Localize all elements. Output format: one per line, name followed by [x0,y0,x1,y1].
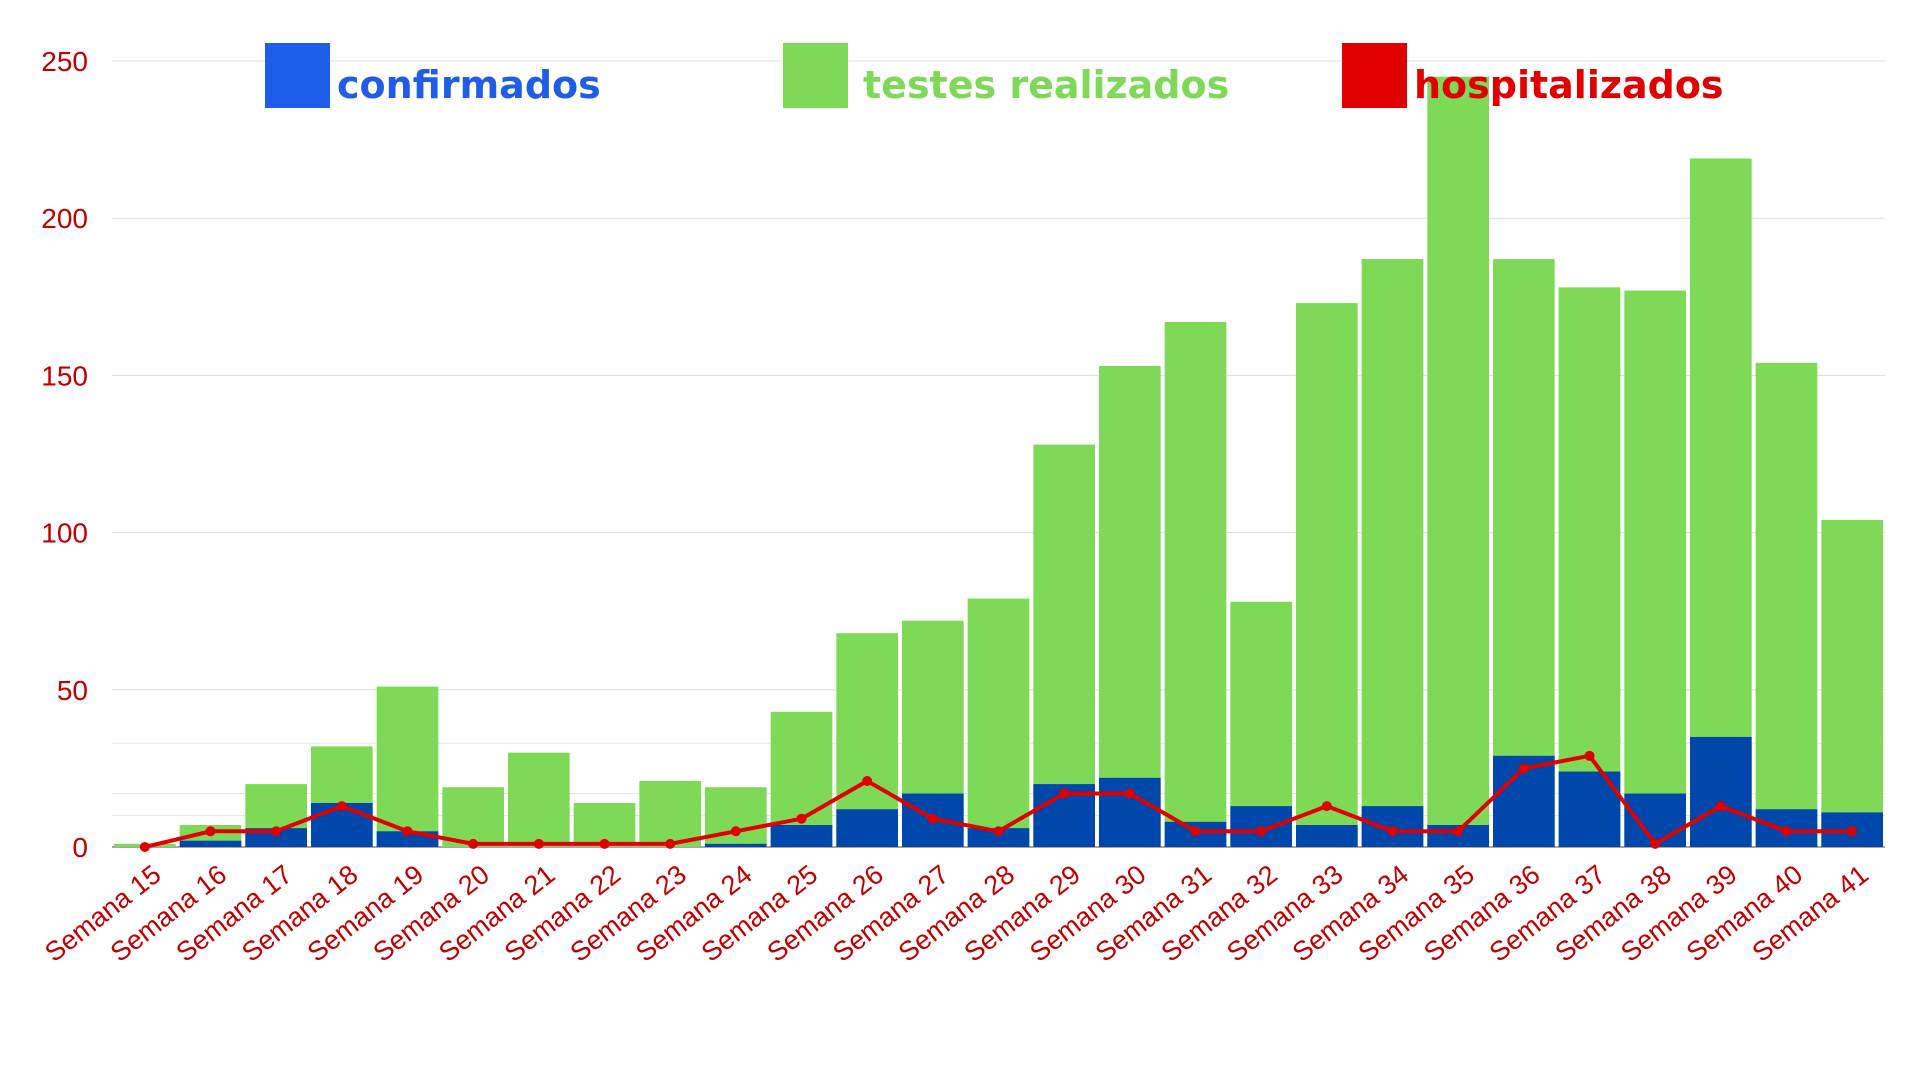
testes-bar-21 [508,752,570,847]
testes-bar-35 [1427,76,1489,848]
testes-bar-39 [1690,158,1752,848]
hospitalizados-point-23 [665,838,676,849]
testes-bar-40 [1755,362,1818,847]
hospitalizados-point-30 [1124,788,1135,799]
hospitalizados-point-22 [599,838,610,849]
y-tick-label: 0 [72,832,88,863]
testes-bars [114,76,1883,848]
hospitalizados-point-33 [1321,801,1332,812]
hospitalizados-point-31 [1190,826,1201,837]
legend-label: testes realizados [863,63,1229,107]
confirmados-bar-28 [967,828,1030,847]
testes-bar-41 [1821,520,1883,847]
hospitalizados-point-28 [993,826,1004,837]
testes-bar-24 [705,787,767,847]
hospitalizados-point-16 [205,826,216,837]
hospitalizados-point-37 [1584,750,1595,761]
hospitalizados-point-32 [1256,826,1267,837]
hospitalizados-point-36 [1518,763,1529,774]
hospitalizados-point-34 [1387,826,1398,837]
hospitalizados-point-24 [730,826,741,837]
testes-bar-38 [1624,290,1686,848]
hospitalizados-point-41 [1847,826,1858,837]
confirmados-bar-38 [1624,793,1686,847]
legend-swatch [265,43,330,108]
testes-bar-29 [1033,444,1095,847]
testes-bar-31 [1164,321,1227,847]
testes-bar-23 [639,780,701,847]
hospitalizados-point-40 [1781,826,1792,837]
y-tick-label: 100 [41,518,88,549]
confirmados-bar-25 [770,824,833,847]
testes-bar-37 [1558,287,1621,847]
hospitalizados-line [139,750,1858,852]
testes-bar-34 [1361,259,1424,847]
legend: confirmados testes realizados hospitalizad… [265,43,1724,108]
legend-label: hospitalizados [1414,63,1724,107]
y-axis-ticks: 0 50 100 150 200 250 [41,46,88,863]
testes-bar-28 [967,598,1030,847]
hospitalizados-point-19 [402,826,413,837]
hospitalizados-point-29 [1059,788,1070,799]
hospitalizados-point-17 [271,826,282,837]
testes-bar-20 [442,787,504,847]
hospitalizados-point-15 [139,842,150,852]
confirmados-bar-16 [179,840,242,847]
testes-bar-30 [1099,365,1161,847]
hospitalizados-point-39 [1715,801,1726,812]
testes-bar-33 [1296,303,1358,847]
y-tick-label: 200 [41,203,88,234]
hospitalizados-point-21 [533,838,544,849]
confirmados-bar-30 [1099,777,1161,847]
hospitalizados-point-38 [1650,838,1661,849]
hospitalizados-point-20 [468,838,479,849]
legend-swatch [1342,43,1407,108]
hospitalizados-point-26 [862,775,873,786]
y-tick-label: 150 [41,360,88,391]
testes-bar-19 [376,686,439,847]
legend-swatch [783,43,848,108]
legend-label: confirmados [337,63,601,107]
confirmados-bar-26 [836,809,898,847]
y-tick-label: 250 [41,46,88,77]
confirmados-bar-33 [1296,824,1358,847]
confirmados-bar-24 [705,843,767,847]
testes-bar-36 [1493,259,1555,847]
hospitalizados-point-27 [927,813,938,824]
hospitalizados-point-18 [336,801,347,812]
hospitalizados-point-25 [796,813,807,824]
hospitalizados-point-35 [1453,826,1464,837]
confirmados-bar-39 [1690,736,1752,847]
y-tick-label: 50 [57,675,88,706]
